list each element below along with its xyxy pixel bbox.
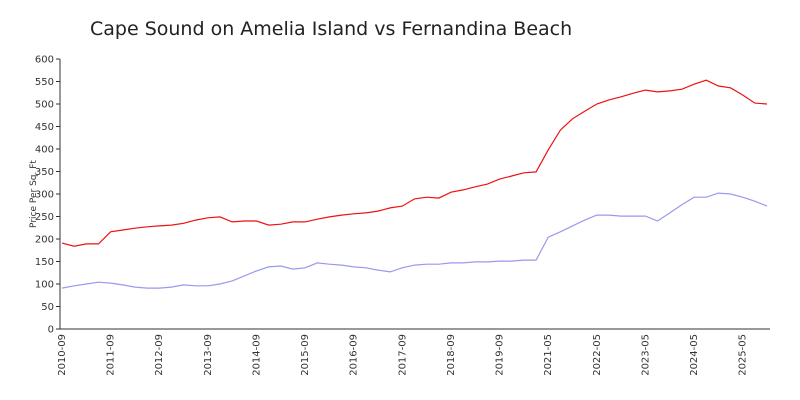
x-tick-label: 2016-09 [349, 334, 360, 376]
y-tick-label: 0 [48, 325, 54, 336]
y-tick-label: 550 [35, 77, 54, 88]
x-tick-label: 2022-05 [592, 334, 603, 376]
x-tick-label: 2015-09 [300, 334, 311, 376]
x-tick-label: 2017-09 [397, 334, 408, 376]
y-axis-label: Price Per Sq. Ft [29, 160, 39, 228]
y-tick-label: 300 [35, 190, 54, 201]
y-tick-label: 600 [35, 55, 54, 66]
x-tick-label: 2014-09 [251, 334, 262, 376]
y-tick-label: 500 [35, 100, 54, 111]
y-tick-label: 250 [35, 212, 54, 223]
y-tick-label: 400 [35, 145, 54, 156]
x-tick-label: 2023-05 [640, 334, 651, 376]
x-tick-label: 2021-05 [543, 334, 554, 376]
y-tick-label: 100 [35, 280, 54, 291]
chart-title: Cape Sound on Amelia Island vs Fernandin… [90, 18, 572, 40]
y-tick-label: 200 [35, 235, 54, 246]
y-tick-label: 450 [35, 122, 54, 133]
y-tick-label: 50 [41, 302, 54, 313]
x-tick-label: 2012-09 [154, 334, 165, 376]
y-tick-label: 350 [35, 167, 54, 178]
x-tick-label: 2024-05 [689, 334, 700, 376]
series-line [61, 192, 768, 289]
y-tick-label: 150 [35, 257, 54, 268]
x-tick-label: 2025-05 [738, 334, 749, 376]
x-tick-label: 2013-09 [203, 334, 214, 376]
x-tick-label: 2010-09 [57, 334, 68, 376]
x-tick-label: 2011-09 [106, 334, 117, 376]
x-tick-label: 2019-09 [495, 334, 506, 376]
series-line [61, 79, 768, 247]
x-tick-label: 2018-09 [446, 334, 457, 376]
